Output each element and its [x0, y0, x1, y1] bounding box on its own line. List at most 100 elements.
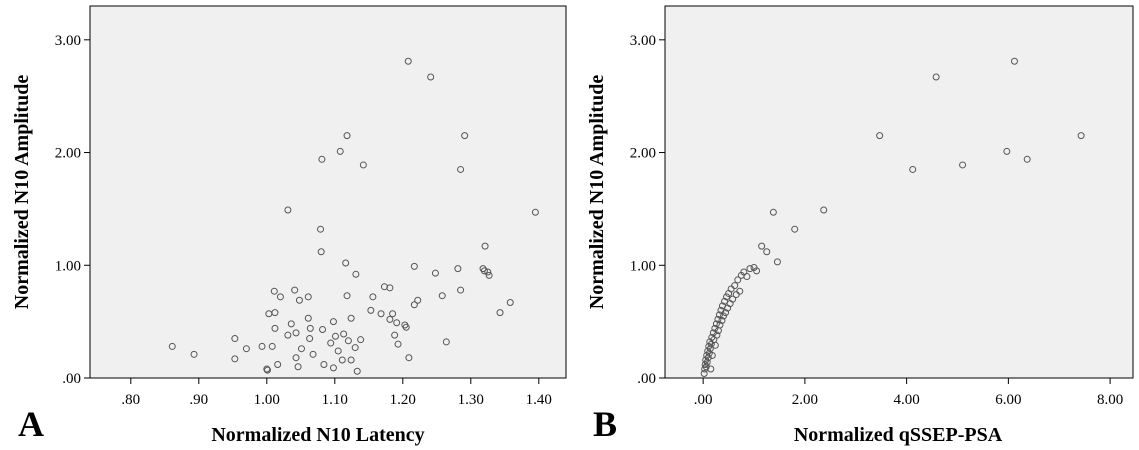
data-point	[292, 354, 300, 362]
data-point	[327, 339, 335, 347]
x-tick-label: 1.00	[254, 392, 280, 408]
data-point	[485, 271, 493, 279]
data-point	[753, 267, 761, 275]
data-point	[331, 332, 339, 340]
data-point	[284, 206, 292, 214]
data-point	[391, 331, 399, 339]
data-point	[386, 315, 394, 323]
data-point	[344, 337, 352, 345]
data-point	[329, 364, 337, 372]
data-point	[405, 354, 413, 362]
data-point	[353, 367, 361, 375]
data-point	[736, 287, 744, 295]
data-point	[258, 342, 266, 350]
x-tick-label: 1.10	[322, 392, 348, 408]
data-point	[338, 356, 346, 364]
data-point	[377, 310, 385, 318]
data-point	[791, 225, 799, 233]
panel-a-y-axis-title: Normalized N10 Amplitude	[11, 75, 33, 310]
x-tick-label: 2.00	[792, 392, 818, 408]
data-point	[309, 350, 317, 358]
data-point	[711, 324, 719, 332]
panel-b-letter: B	[593, 404, 617, 444]
data-point	[410, 262, 418, 270]
data-point	[712, 320, 720, 328]
data-point	[386, 284, 394, 292]
data-point	[352, 270, 360, 278]
x-tick-label: .90	[189, 392, 208, 408]
data-point	[190, 350, 198, 358]
data-point	[295, 296, 303, 304]
y-tick-label: .00	[637, 371, 656, 387]
data-point	[369, 293, 377, 301]
data-point	[481, 242, 489, 250]
panel-a-points	[168, 57, 539, 375]
data-point	[722, 309, 730, 317]
x-tick-label: .00	[694, 392, 713, 408]
data-point	[704, 354, 712, 362]
data-point	[317, 225, 325, 233]
data-point	[304, 293, 312, 301]
data-point	[271, 324, 279, 332]
data-point	[1003, 147, 1011, 155]
panel-a-ticks: .80 .90 1.00 1.10 1.20 1.30 1.40 .00 1.00 2.00 3.0…	[55, 33, 552, 408]
data-point	[231, 355, 239, 363]
data-point	[410, 301, 418, 309]
data-point	[343, 292, 351, 300]
data-point	[746, 265, 754, 273]
y-tick-label: 3.00	[630, 33, 656, 49]
data-point	[318, 155, 326, 163]
data-point	[706, 345, 714, 353]
x-tick-label: 6.00	[995, 392, 1021, 408]
data-point	[731, 282, 739, 290]
data-point	[758, 242, 766, 250]
data-point	[716, 321, 724, 329]
data-point	[720, 312, 727, 320]
data-point	[713, 331, 721, 339]
data-point	[263, 366, 271, 374]
data-point	[723, 293, 731, 301]
y-tick-label: 1.00	[630, 258, 656, 274]
data-point	[342, 259, 350, 267]
data-point	[394, 340, 402, 348]
data-point	[457, 286, 465, 294]
data-point	[404, 57, 412, 65]
data-point	[707, 365, 715, 373]
data-point	[284, 331, 292, 339]
data-point	[274, 360, 282, 368]
data-point	[703, 358, 711, 366]
data-point	[306, 335, 314, 343]
x-tick-label: 1.30	[458, 392, 484, 408]
data-point	[294, 363, 302, 371]
y-tick-label: 2.00	[630, 146, 656, 162]
panel-b: .00 2.00 4.00 6.00 8.00 .00 1.00 2.00 3.00 Norma…	[586, 5, 1134, 446]
data-point	[319, 326, 327, 334]
panel-b-plot-area	[664, 5, 1134, 379]
data-point	[431, 269, 439, 277]
x-tick-label: 4.00	[894, 392, 920, 408]
data-point	[329, 318, 337, 326]
data-point	[820, 206, 828, 214]
data-point	[876, 132, 884, 140]
panel-a: .80 .90 1.00 1.10 1.20 1.30 1.40 .00 1.00 2.00 3.0…	[11, 5, 567, 446]
data-point	[496, 309, 504, 317]
data-point	[1077, 132, 1085, 140]
data-point	[461, 132, 469, 140]
data-point	[359, 161, 367, 169]
data-point	[306, 324, 314, 332]
data-point	[268, 342, 276, 350]
data-point	[389, 310, 397, 318]
x-tick-label: 8.00	[1097, 392, 1123, 408]
data-point	[909, 165, 917, 173]
y-tick-label: 1.00	[55, 258, 81, 274]
data-point	[484, 268, 492, 276]
data-point	[336, 147, 344, 155]
data-point	[317, 248, 325, 256]
data-point	[506, 298, 514, 306]
data-point	[427, 73, 435, 81]
data-point	[263, 365, 271, 373]
data-point	[711, 341, 719, 349]
x-tick-label: .80	[121, 392, 140, 408]
data-point	[291, 286, 299, 294]
